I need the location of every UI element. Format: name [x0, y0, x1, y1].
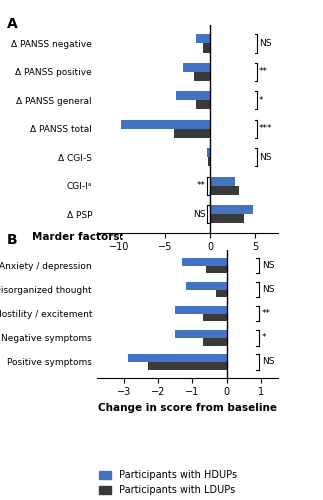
- Text: *: *: [259, 96, 263, 105]
- Text: **: **: [196, 181, 205, 190]
- Bar: [210, 214, 244, 223]
- Bar: [183, 63, 210, 72]
- Text: **: **: [259, 68, 268, 76]
- Text: NS: NS: [262, 358, 274, 366]
- Bar: [174, 128, 210, 138]
- Bar: [210, 186, 239, 194]
- Bar: [148, 362, 227, 370]
- Bar: [210, 205, 253, 214]
- Bar: [128, 354, 227, 362]
- Bar: [121, 120, 210, 128]
- Text: NS: NS: [259, 152, 271, 162]
- Bar: [182, 258, 227, 266]
- Bar: [216, 290, 227, 298]
- Bar: [203, 338, 227, 345]
- Text: NS: NS: [262, 261, 274, 270]
- Text: **: **: [262, 309, 271, 318]
- Bar: [210, 176, 235, 186]
- Bar: [175, 306, 227, 314]
- Legend: Participants with HDUPs, Participants with LDUPs: Participants with HDUPs, Participants wi…: [99, 470, 237, 495]
- Bar: [196, 100, 210, 110]
- Bar: [208, 157, 210, 166]
- Text: Marder factors:: Marder factors:: [32, 232, 124, 242]
- Bar: [203, 314, 227, 322]
- Text: NS: NS: [262, 285, 274, 294]
- Bar: [176, 91, 210, 101]
- Text: A: A: [6, 18, 17, 32]
- Text: NS: NS: [259, 39, 271, 48]
- Bar: [194, 72, 210, 81]
- Text: B: B: [6, 232, 17, 246]
- Text: *: *: [262, 334, 266, 342]
- X-axis label: Change in score from baseline: Change in score from baseline: [98, 403, 277, 413]
- Bar: [206, 266, 227, 274]
- Bar: [203, 44, 210, 52]
- Text: NS: NS: [193, 210, 205, 218]
- Bar: [207, 148, 210, 157]
- Bar: [175, 330, 227, 338]
- Bar: [196, 34, 210, 43]
- Text: ***: ***: [259, 124, 272, 133]
- Bar: [186, 282, 227, 290]
- X-axis label: Scoreᵃ: Scoreᵃ: [168, 258, 206, 268]
